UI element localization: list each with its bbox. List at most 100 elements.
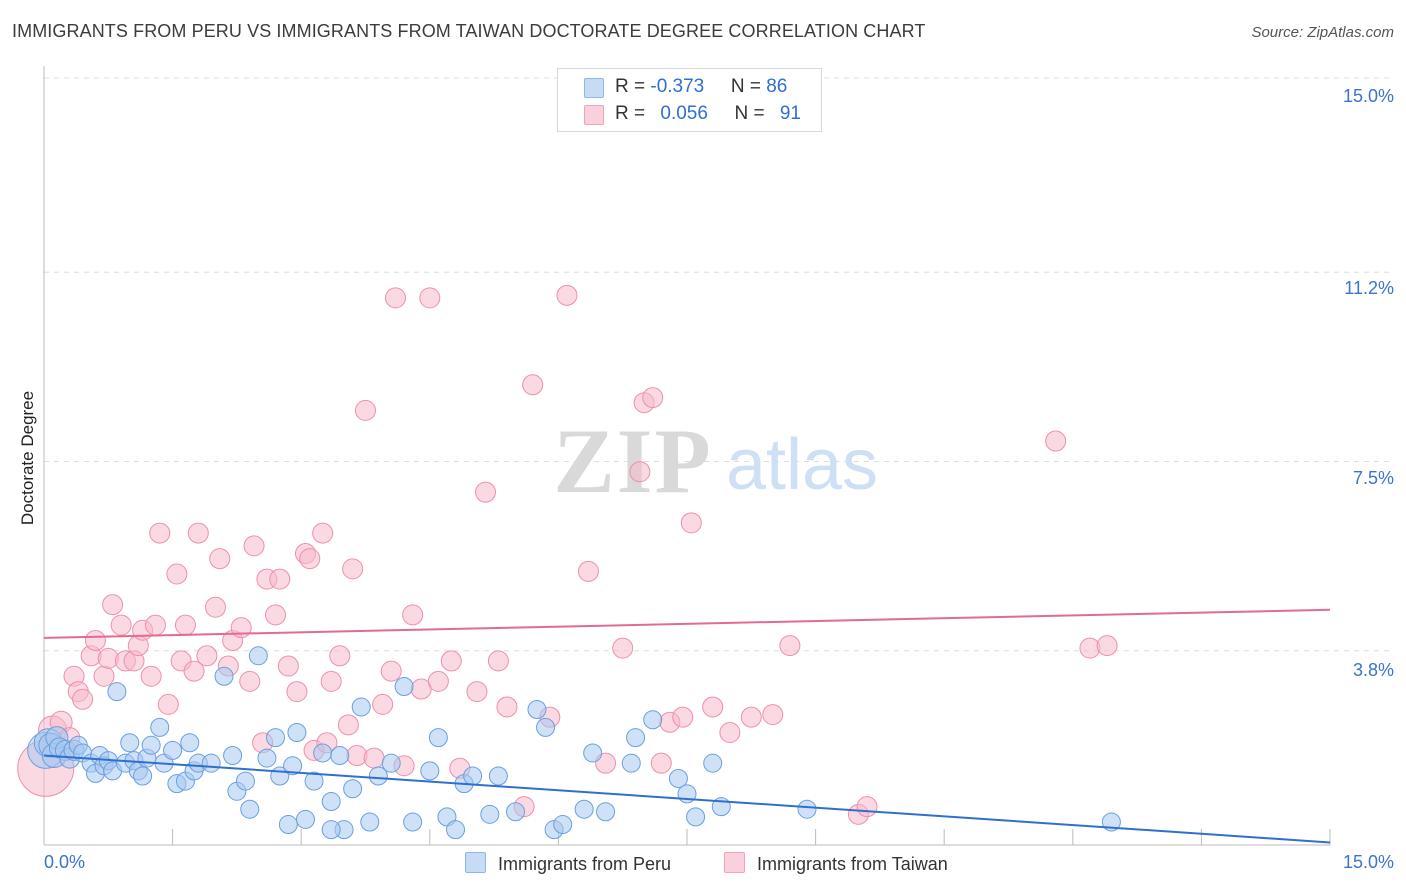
taiwan-point bbox=[102, 594, 124, 616]
taiwan-point bbox=[277, 655, 299, 677]
bottom-legend-label-taiwan: Immigrants from Taiwan bbox=[757, 854, 948, 874]
watermark-zip: ZIP bbox=[553, 410, 712, 512]
taiwan-points bbox=[17, 284, 1118, 825]
peru-point bbox=[553, 815, 573, 835]
taiwan-point bbox=[629, 461, 651, 483]
peru-point bbox=[527, 699, 547, 719]
taiwan-point bbox=[174, 614, 196, 636]
peru-point bbox=[480, 804, 500, 824]
taiwan-point bbox=[166, 563, 188, 585]
taiwan-point bbox=[740, 706, 762, 728]
taiwan-point bbox=[419, 287, 441, 309]
peru-point bbox=[626, 728, 646, 748]
taiwan-point bbox=[355, 399, 376, 421]
taiwan-point bbox=[196, 645, 218, 667]
taiwan-point bbox=[329, 645, 351, 667]
peru-point bbox=[321, 792, 341, 812]
taiwan-point bbox=[110, 614, 132, 636]
peru-point bbox=[643, 710, 663, 730]
legend-taiwan-r-value: 0.056 bbox=[660, 103, 708, 124]
taiwan-point bbox=[204, 596, 226, 618]
peru-point bbox=[150, 717, 170, 737]
x-tick-label: 15.0% bbox=[1342, 852, 1394, 872]
taiwan-point bbox=[1096, 635, 1118, 657]
taiwan-point bbox=[440, 650, 462, 672]
taiwan-trend-line bbox=[43, 608, 1331, 639]
bottom-legend-swatch-taiwan bbox=[724, 852, 745, 873]
peru-point bbox=[201, 753, 221, 773]
legend-taiwan-n-label: N = bbox=[734, 103, 770, 124]
peru-point bbox=[240, 799, 260, 819]
taiwan-point bbox=[299, 548, 321, 570]
taiwan-point bbox=[856, 796, 878, 818]
taiwan-point bbox=[149, 522, 171, 544]
correlation-legend: R = -0.373 N = 86 R = 0.056 N = 91 bbox=[557, 68, 822, 132]
taiwan-point bbox=[72, 688, 94, 710]
legend-swatch-peru bbox=[584, 78, 604, 98]
peru-point bbox=[330, 746, 350, 766]
legend-peru-n-value: 86 bbox=[766, 76, 788, 97]
peru-point bbox=[488, 766, 508, 786]
peru-point bbox=[574, 799, 594, 819]
taiwan-point bbox=[680, 512, 702, 534]
taiwan-point bbox=[157, 693, 179, 715]
peru-trend-line bbox=[43, 754, 1331, 844]
peru-point bbox=[596, 802, 616, 822]
y-tick-label: 3.8% bbox=[1352, 660, 1394, 680]
taiwan-point bbox=[385, 287, 407, 309]
taiwan-point bbox=[363, 747, 385, 769]
peru-point bbox=[394, 676, 414, 696]
taiwan-point bbox=[380, 660, 402, 682]
peru-point bbox=[343, 779, 363, 799]
taiwan-point bbox=[650, 752, 672, 774]
peru-point bbox=[265, 728, 285, 748]
peru-point bbox=[351, 697, 371, 717]
peru-point bbox=[686, 807, 706, 827]
taiwan-point bbox=[239, 670, 261, 692]
gridlines bbox=[44, 77, 1390, 652]
taiwan-point bbox=[286, 681, 308, 703]
taiwan-point bbox=[269, 568, 291, 590]
taiwan-point bbox=[522, 374, 544, 396]
taiwan-point bbox=[209, 548, 231, 570]
peru-point bbox=[278, 815, 298, 835]
peru-point bbox=[257, 748, 277, 768]
axes bbox=[43, 66, 1331, 846]
peru-point bbox=[420, 761, 440, 781]
legend-peru-r-label: R = bbox=[615, 76, 651, 97]
y-tick-label: 11.2% bbox=[1344, 278, 1394, 298]
peru-point bbox=[295, 809, 315, 829]
taiwan-point bbox=[144, 614, 166, 636]
bottom-legend-taiwan: Immigrants from Taiwan bbox=[724, 852, 948, 875]
taiwan-point bbox=[337, 714, 359, 736]
peru-point bbox=[506, 802, 526, 822]
taiwan-point bbox=[312, 522, 334, 544]
taiwan-point bbox=[466, 681, 488, 703]
taiwan-point bbox=[402, 604, 424, 626]
peru-point bbox=[621, 753, 641, 773]
y-tick-label: 7.5% bbox=[1352, 468, 1394, 488]
legend-taiwan-r-label: R = bbox=[615, 103, 651, 124]
bottom-legend-label-peru: Immigrants from Peru bbox=[498, 854, 672, 874]
legend-peru-n-label: N = bbox=[730, 76, 767, 97]
peru-point bbox=[283, 756, 303, 776]
y-tick-label: 15.0% bbox=[1342, 86, 1394, 106]
taiwan-point bbox=[243, 535, 265, 557]
peru-point bbox=[163, 740, 183, 760]
peru-point bbox=[428, 728, 448, 748]
taiwan-point bbox=[427, 670, 449, 692]
source-credit: Source: ZipAtlas.com bbox=[1251, 24, 1394, 41]
peru-point bbox=[214, 666, 234, 686]
peru-point bbox=[321, 820, 341, 840]
peru-point bbox=[107, 682, 127, 702]
taiwan-point bbox=[264, 604, 286, 626]
peru-point bbox=[304, 771, 324, 791]
peru-point bbox=[235, 771, 255, 791]
legend-taiwan-n-value: 91 bbox=[779, 103, 801, 124]
taiwan-point bbox=[702, 696, 724, 718]
legend-swatch-taiwan bbox=[584, 105, 604, 125]
taiwan-point bbox=[320, 670, 342, 692]
peru-point bbox=[313, 743, 333, 763]
taiwan-point bbox=[487, 650, 509, 672]
